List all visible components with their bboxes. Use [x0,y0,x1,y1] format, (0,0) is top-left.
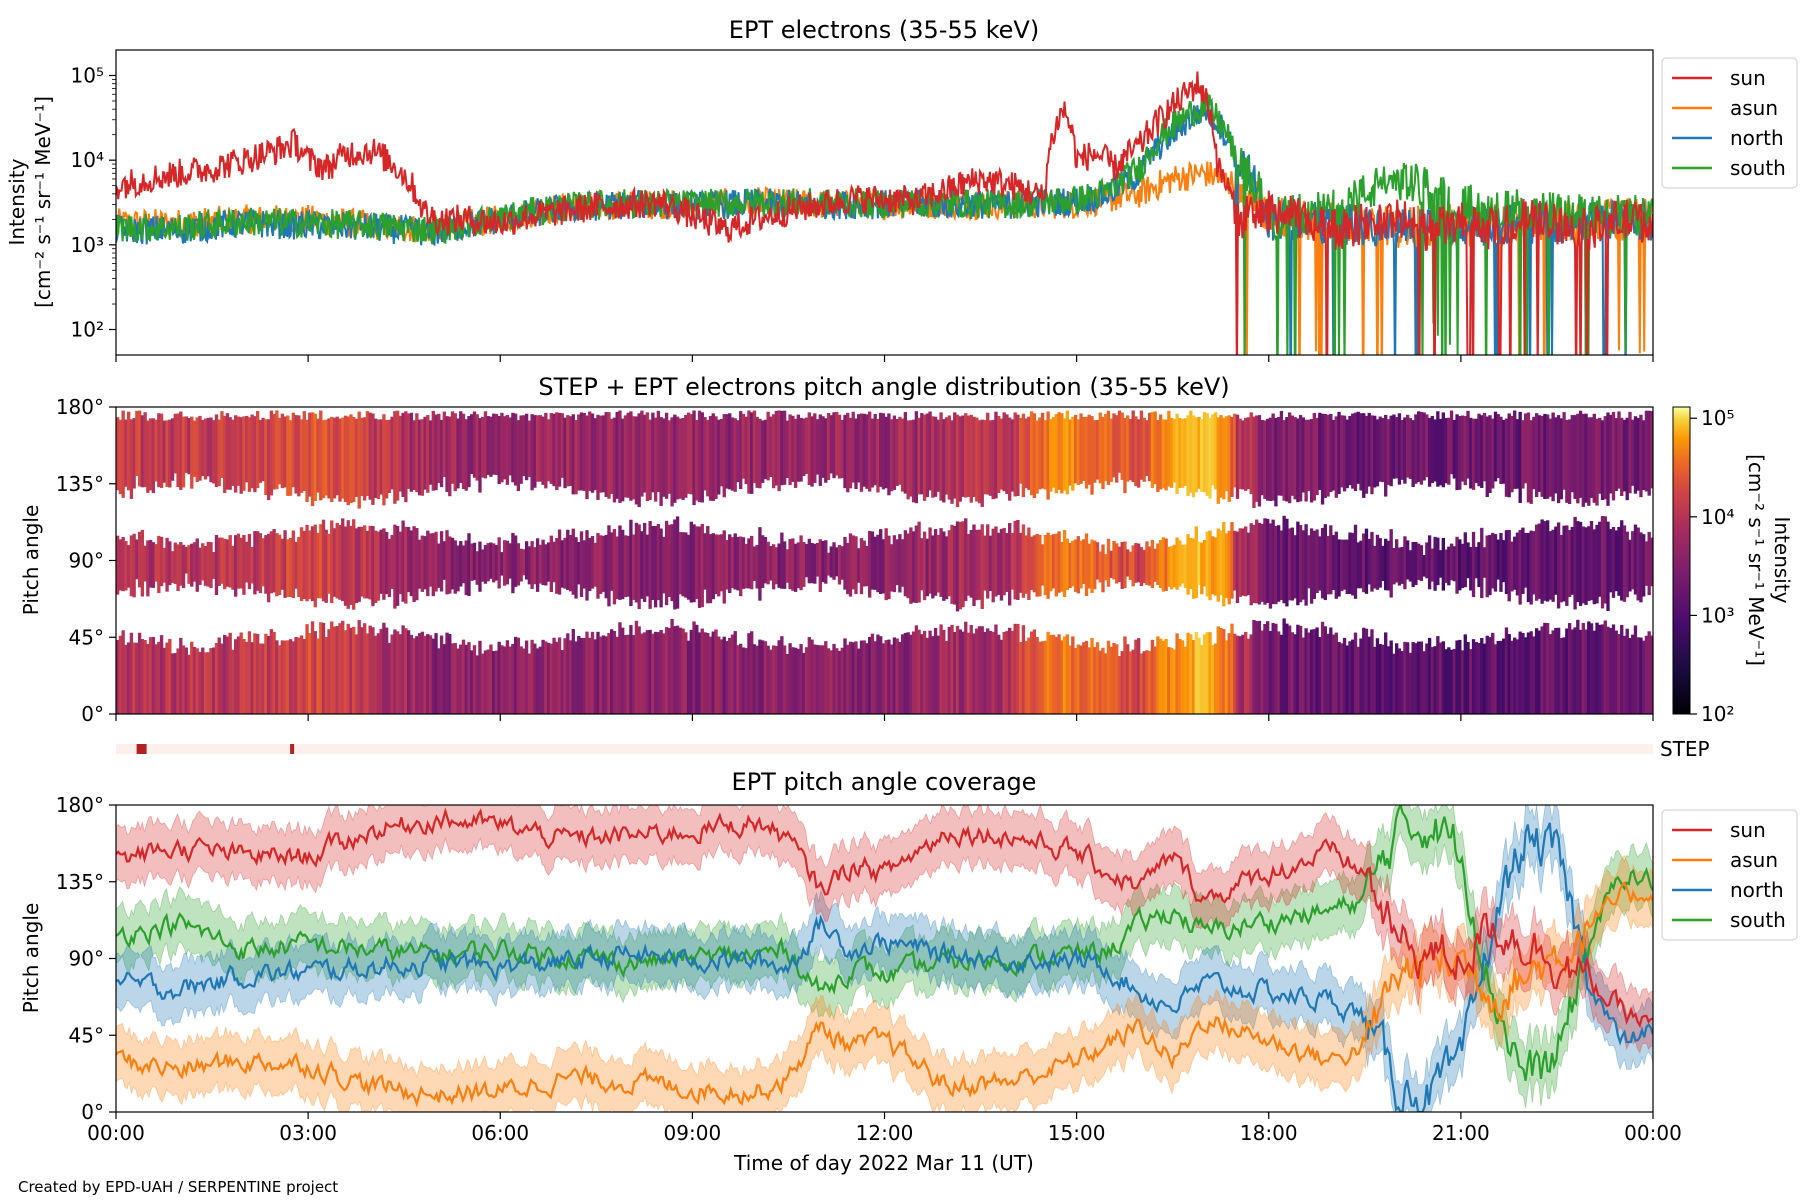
panel3-series-north [116,822,1653,1112]
panel1-ylabel: Intensity [5,158,29,245]
step-label: STEP [1660,737,1710,761]
panel3-legend: sun asun north south [1661,809,1798,941]
panel3-legend-label-north: north [1730,878,1784,902]
panel2-ytick-label: 90° [69,549,104,573]
panel3-band-south [116,805,1653,1109]
panel1-legend-label-sun: sun [1730,66,1766,90]
panel1-legend-label-asun: asun [1730,96,1778,120]
panel3-xtick-label: 12:00 [856,1121,914,1145]
panel1-ytick-label: 10⁵ [71,63,104,87]
step-coverage-mark [290,744,295,754]
colorbar-tick-label: 10³ [1701,603,1734,627]
panel3-xtick-label: 09:00 [664,1121,722,1145]
panel1-y-ticks: 10² 10³ 10⁴ 10⁵ [71,63,116,342]
panel3-ytick-label: 135° [56,870,104,894]
panel1-legend-label-north: north [1730,126,1784,150]
panel3-y-ticks: 0° 45° 90° 135° 180° [56,793,116,1124]
panel1-ytick-label: 10⁴ [71,148,104,172]
credit-text: Created by EPD-UAH / SERPENTINE project [18,1178,338,1196]
panel3-band-asun [116,854,1653,1112]
colorbar-tick-label: 10² [1701,702,1734,726]
panel1-ylabel-units: [cm⁻² s⁻¹ sr⁻¹ MeV⁻¹] [31,96,55,308]
colorbar-units: [cm⁻² s⁻¹ sr⁻¹ MeV⁻¹] [1744,454,1768,666]
panel3-band-sun [116,805,1653,1054]
panel3-x-ticks: 00:00 03:00 06:00 09:00 12:00 15:00 18:00 21:00… [87,1112,1682,1145]
panel3-xtick-label: 15:00 [1048,1121,1106,1145]
panel3-ytick-label: 180° [56,793,104,817]
step-strip-background [116,744,1653,754]
panel1-series-south [116,92,1653,355]
panel3-ytick-label: 90° [69,947,104,971]
panel3-xtick-label: 21:00 [1432,1121,1490,1145]
panel2-ytick-label: 180° [56,395,104,419]
colorbar-tick-label: 10⁵ [1701,406,1734,430]
panel3-xtick-label: 06:00 [471,1121,529,1145]
panel3-legend-label-asun: asun [1730,848,1778,872]
panel3-series-sun [116,807,1653,1029]
panel1-plot-area [116,71,1653,355]
panel2-plot-area [116,407,1653,714]
panel3-ylabel: Pitch angle [19,903,43,1014]
panel3-legend-label-south: south [1730,908,1786,932]
panel3-xtick-label: 18:00 [1240,1121,1298,1145]
panel1-legend-label-south: south [1730,156,1786,180]
panel3-legend-label-sun: sun [1730,818,1766,842]
panel2-ylabel: Pitch angle [19,505,43,616]
panel1-x-ticks [115,355,1654,362]
panel2-ytick-label: 135° [56,472,104,496]
panel2-x-ticks [115,714,1654,721]
panel3-xlabel: Time of day 2022 Mar 11 (UT) [733,1151,1034,1175]
panel3-xtick-label: 00:00 [1624,1121,1682,1145]
panel3-title: EPT pitch angle coverage [732,768,1037,796]
panel3-plot-area [116,805,1653,1112]
panel3-series-asun [116,881,1653,1108]
panel3-ytick-label: 45° [69,1023,104,1047]
panel3-xtick-label: 00:00 [87,1121,145,1145]
panel3-xtick-label: 03:00 [279,1121,337,1145]
panel3-ytick-label: 0° [81,1100,104,1124]
colorbar-label: Intensity [1770,516,1794,603]
panel1-title: EPT electrons (35-55 keV) [729,16,1039,44]
panel1-legend: sun asun north south [1661,57,1798,189]
panel1-series-sun [116,71,1653,355]
panel3-band-north [116,805,1653,1112]
panel1-ytick-label: 10² [71,318,104,342]
panel2-title: STEP + EPT electrons pitch angle distrib… [538,373,1229,401]
colorbar: 10² 10³ 10⁴ 10⁵ Intensity [cm⁻² s⁻¹ sr⁻¹ Me… [1672,406,1794,726]
panel1-ytick-label: 10³ [71,233,104,257]
colorbar-tick-label: 10⁴ [1701,505,1734,529]
panel2-ytick-label: 45° [69,625,104,649]
panel3-series-south [116,805,1653,1082]
panel2-ytick-label: 0° [81,702,104,726]
step-strip: STEP [116,737,1710,761]
step-coverage-mark [136,744,147,754]
panel2-y-ticks: 0° 45° 90° 135° 180° [56,395,116,726]
